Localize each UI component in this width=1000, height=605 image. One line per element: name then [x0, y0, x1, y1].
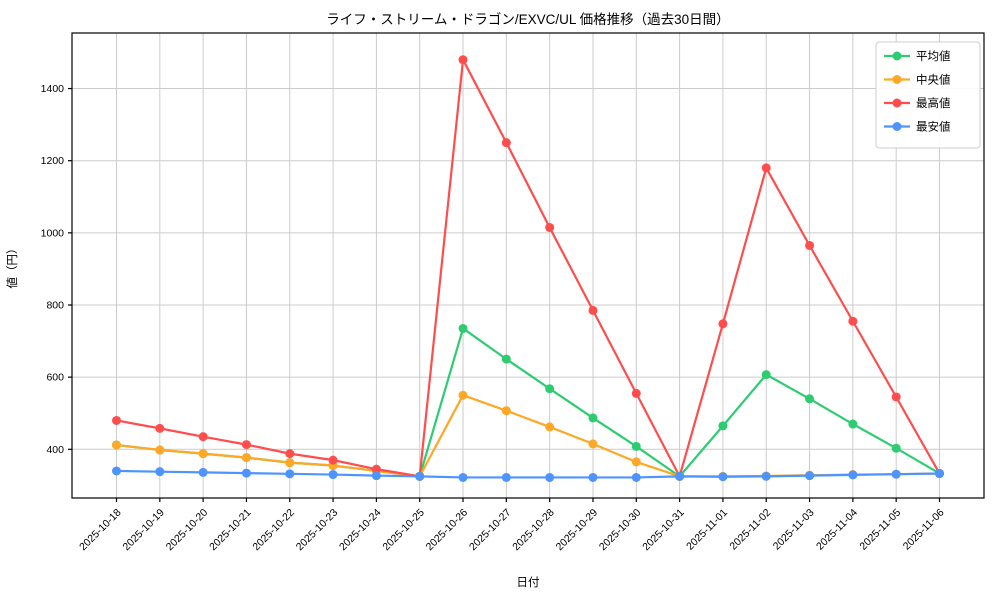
data-point-max — [631, 388, 641, 398]
data-point-max — [718, 319, 728, 329]
legend-item-median: 中央値 — [884, 74, 951, 87]
data-point-max — [848, 316, 858, 326]
data-point-min — [545, 472, 555, 482]
data-point-min — [415, 471, 425, 481]
data-point-average — [631, 441, 641, 451]
data-point-max — [285, 449, 295, 459]
x-axis-label: 日付 — [517, 576, 540, 589]
data-point-min — [675, 471, 685, 481]
data-point-min — [155, 467, 165, 477]
data-point-average — [891, 443, 901, 453]
y-tick-label: 1000 — [41, 227, 65, 239]
data-point-max — [112, 415, 121, 425]
data-point-average — [501, 354, 511, 364]
data-point-min — [718, 472, 728, 482]
y-tick-label: 600 — [46, 372, 64, 384]
data-point-min — [198, 467, 208, 477]
legend-item-average: 平均値 — [884, 50, 951, 63]
series-line-min — [116, 469, 940, 479]
legend-item-max: 最高値 — [884, 96, 951, 110]
data-point-min — [328, 470, 338, 480]
data-point-min — [241, 468, 251, 478]
data-point-max — [588, 305, 598, 315]
data-point-average — [848, 419, 858, 429]
data-point-median — [588, 439, 598, 449]
series-line-max — [116, 58, 941, 478]
legend-swatch-marker — [892, 122, 902, 131]
chart-title: ライフ・ストリーム・ドラゴン/EXVC/UL 価格推移（過去30日間） — [326, 11, 729, 27]
data-point-average — [458, 323, 468, 333]
data-point-median — [545, 422, 555, 432]
legend-label: 平均値 — [916, 50, 951, 63]
legend-label: 最安値 — [916, 120, 951, 134]
data-point-min — [112, 466, 121, 476]
legend-label: 最高値 — [916, 96, 951, 110]
data-point-max — [458, 55, 468, 65]
data-point-min — [501, 472, 511, 482]
y-tick-label: 400 — [46, 444, 64, 456]
data-point-max — [155, 423, 165, 433]
y-axis-label: 値（円） — [6, 243, 19, 289]
plot-border — [71, 32, 985, 499]
grid-lines — [72, 33, 984, 498]
series-min — [112, 466, 944, 482]
data-point-max — [241, 440, 251, 450]
data-point-max — [891, 392, 901, 402]
legend-item-min: 最安値 — [884, 120, 951, 134]
data-point-median — [631, 457, 641, 467]
data-point-min — [285, 469, 295, 479]
data-point-min — [631, 472, 641, 482]
data-point-median — [501, 406, 511, 416]
data-point-max — [371, 464, 381, 474]
data-point-min — [588, 472, 598, 482]
data-point-max — [545, 222, 555, 232]
data-point-min — [458, 472, 468, 482]
data-point-median — [285, 458, 295, 468]
data-point-max — [328, 455, 338, 465]
data-point-min — [805, 471, 815, 481]
data-point-min — [891, 469, 901, 479]
legend-swatch-marker — [892, 51, 902, 61]
y-tick-label: 800 — [46, 300, 64, 312]
data-point-min — [371, 471, 381, 481]
data-point-min — [761, 471, 771, 481]
data-point-median — [198, 449, 208, 459]
y-tick-label: 1400 — [41, 83, 65, 95]
legend-swatch-marker — [892, 75, 902, 84]
data-point-average — [588, 413, 598, 423]
data-point-average — [805, 394, 815, 404]
data-point-max — [198, 432, 208, 442]
data-point-median — [155, 445, 165, 455]
data-point-average — [761, 370, 771, 380]
data-point-average — [545, 384, 555, 394]
legend-label: 中央値 — [916, 74, 951, 87]
data-point-average — [718, 421, 728, 431]
data-point-max — [501, 138, 511, 148]
data-point-median — [458, 390, 468, 400]
legend-box — [875, 41, 981, 149]
data-point-median — [241, 453, 251, 463]
legend-swatch-marker — [892, 98, 902, 108]
data-point-median — [112, 440, 121, 450]
y-tick-label: 1200 — [41, 155, 65, 167]
data-point-min — [848, 470, 858, 480]
data-point-max — [761, 163, 771, 173]
data-point-min — [935, 468, 944, 478]
data-point-max — [805, 240, 815, 250]
